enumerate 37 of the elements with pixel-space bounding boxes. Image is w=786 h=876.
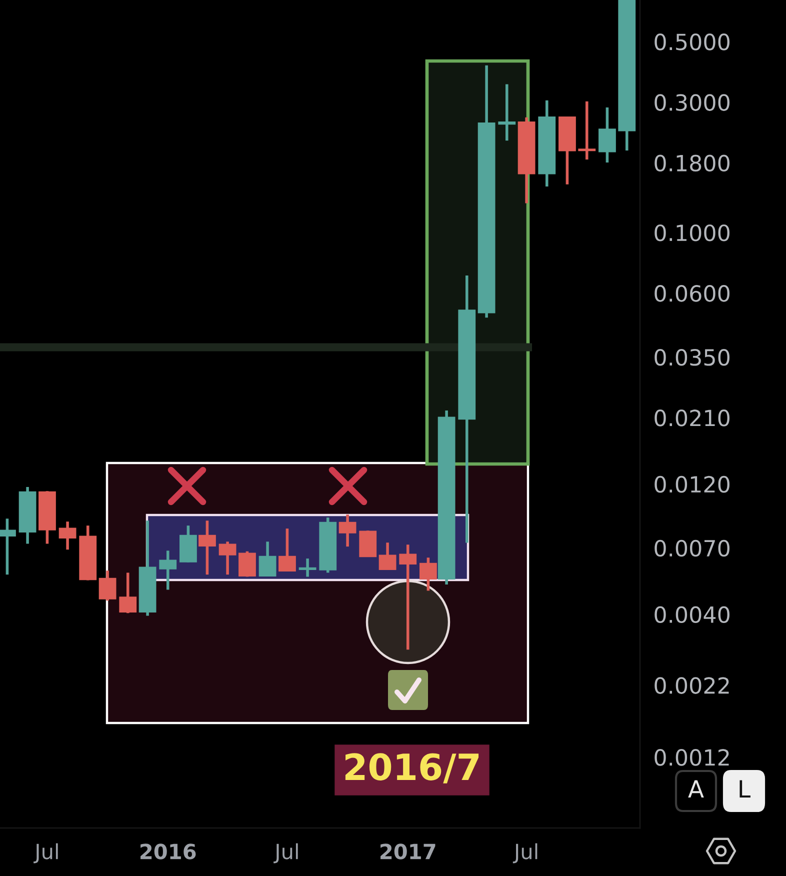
y-tick-label: 0.0070 — [654, 540, 730, 557]
candlestick — [298, 557, 316, 578]
candlestick — [419, 556, 437, 592]
candlestick — [598, 106, 616, 164]
candlestick — [119, 571, 137, 614]
candlestick — [278, 527, 296, 573]
y-tick-label: 0.0040 — [654, 606, 730, 624]
candlestick — [258, 540, 276, 578]
x-tick-label: 2017 — [380, 844, 436, 860]
y-tick-label: 0.0012 — [654, 749, 729, 766]
y-tick-label: 0.0350 — [654, 348, 730, 366]
x-tick-label: Jul — [274, 843, 298, 864]
y-tick-label: 0.0210 — [654, 410, 730, 426]
candlestick — [58, 520, 76, 552]
y-tick-label: 0.1000 — [654, 224, 730, 242]
x-tick-label: Jul — [512, 843, 538, 864]
y-tick-label: 0.3000 — [654, 94, 730, 111]
y-tick-label: 0.1800 — [654, 154, 730, 172]
x-tick-label: Jul — [34, 843, 58, 864]
candlestick — [218, 540, 236, 576]
text: A — [688, 780, 704, 798]
annotation: 2016/7 — [345, 753, 479, 784]
y-tick-label: 0.0120 — [654, 476, 730, 493]
candlestick — [198, 519, 216, 576]
candlestick — [98, 569, 116, 602]
candlestick — [378, 541, 396, 571]
candlestick — [159, 549, 177, 592]
candlestick — [338, 513, 356, 548]
candlestick — [238, 550, 256, 578]
y-tick-label: 0.0022 — [654, 677, 729, 694]
text: L — [740, 780, 750, 798]
y-tick-label: 0.5000 — [654, 34, 730, 50]
y-tick-label: 0.0600 — [654, 285, 730, 302]
candlestick — [498, 82, 516, 142]
candlestick — [578, 100, 596, 161]
x-tick-label: 2016 — [140, 844, 196, 860]
candlestick — [399, 543, 417, 651]
